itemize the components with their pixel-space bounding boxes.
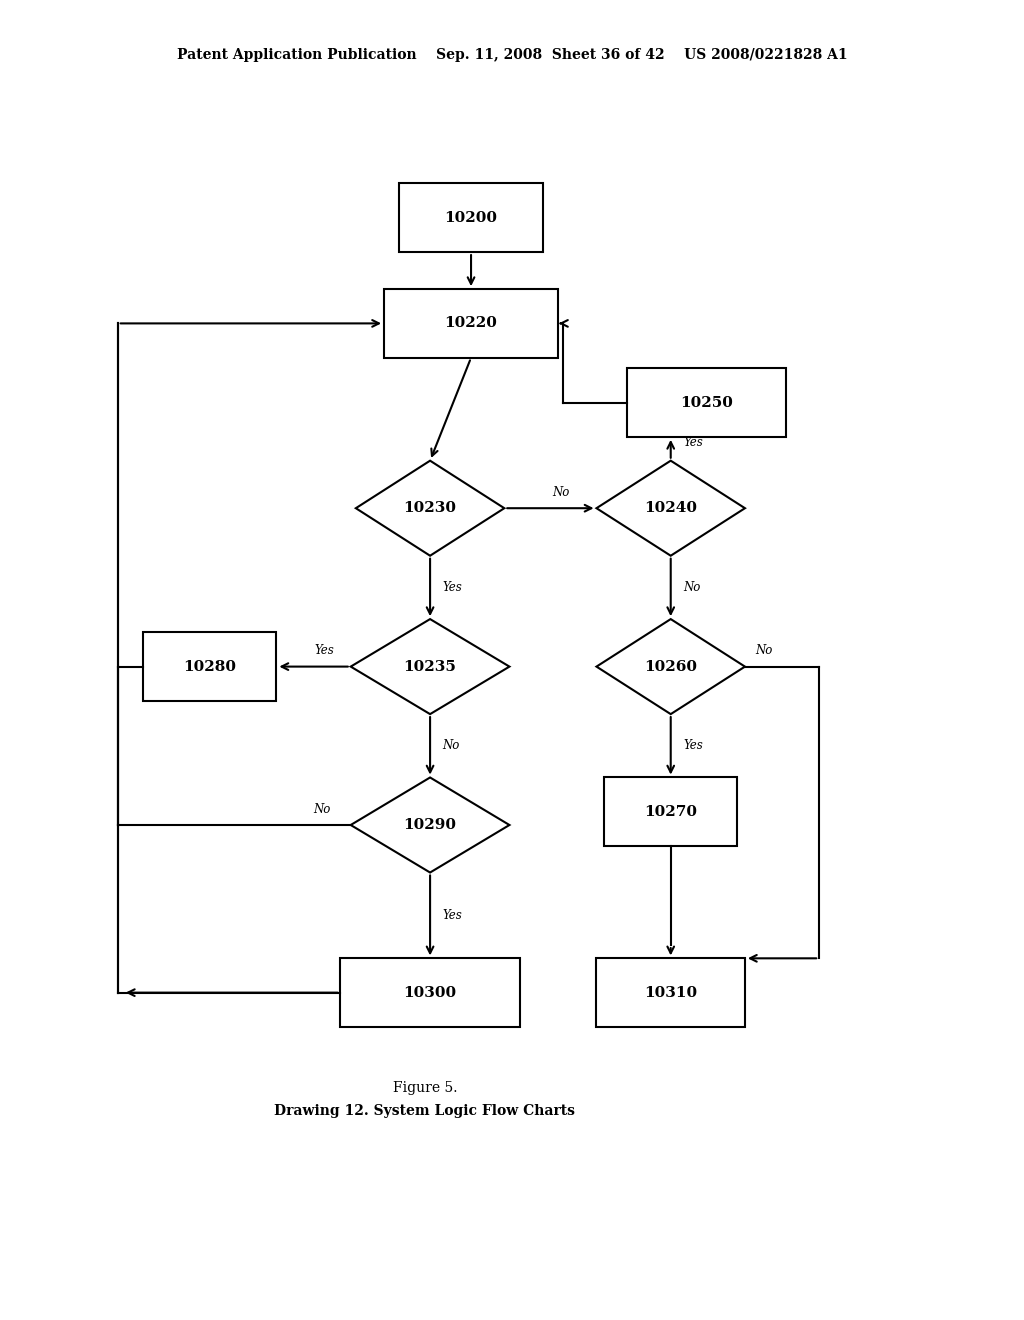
FancyBboxPatch shape	[143, 632, 276, 701]
Text: 10200: 10200	[444, 211, 498, 224]
FancyBboxPatch shape	[596, 958, 745, 1027]
Text: Yes: Yes	[683, 436, 702, 449]
Text: 10280: 10280	[183, 660, 237, 673]
Text: 10290: 10290	[403, 818, 457, 832]
Polygon shape	[350, 619, 510, 714]
FancyBboxPatch shape	[627, 368, 786, 437]
Polygon shape	[350, 777, 510, 873]
FancyBboxPatch shape	[384, 289, 558, 358]
Text: No: No	[442, 739, 460, 752]
Text: Yes: Yes	[442, 581, 462, 594]
Text: 10220: 10220	[444, 317, 498, 330]
Text: 10270: 10270	[644, 805, 697, 818]
Text: No: No	[552, 486, 569, 499]
Text: 10230: 10230	[403, 502, 457, 515]
Text: Yes: Yes	[314, 644, 334, 657]
Text: 10240: 10240	[644, 502, 697, 515]
Text: Yes: Yes	[442, 909, 462, 921]
Text: Figure 5.: Figure 5.	[393, 1081, 457, 1094]
FancyBboxPatch shape	[399, 183, 543, 252]
Text: No: No	[756, 644, 772, 657]
Text: 10310: 10310	[644, 986, 697, 999]
Text: Patent Application Publication    Sep. 11, 2008  Sheet 36 of 42    US 2008/02218: Patent Application Publication Sep. 11, …	[177, 49, 847, 62]
Text: 10300: 10300	[403, 986, 457, 999]
Text: 10235: 10235	[403, 660, 457, 673]
Polygon shape	[596, 619, 745, 714]
Text: No: No	[683, 581, 700, 594]
Polygon shape	[356, 461, 504, 556]
FancyBboxPatch shape	[604, 777, 737, 846]
Text: 10260: 10260	[644, 660, 697, 673]
FancyBboxPatch shape	[340, 958, 520, 1027]
Text: 10250: 10250	[680, 396, 733, 409]
Text: No: No	[313, 803, 330, 816]
Text: Drawing 12. System Logic Flow Charts: Drawing 12. System Logic Flow Charts	[274, 1105, 575, 1118]
Polygon shape	[596, 461, 745, 556]
Text: Yes: Yes	[683, 739, 702, 752]
